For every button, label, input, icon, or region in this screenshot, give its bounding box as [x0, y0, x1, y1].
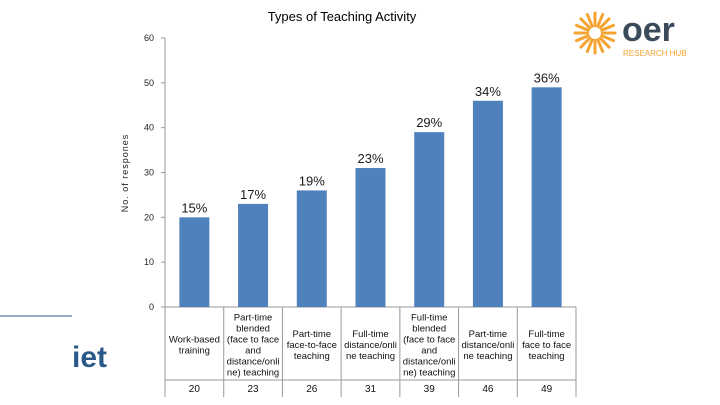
sun-icon	[573, 11, 617, 55]
bar	[531, 87, 562, 307]
value-label: 46	[482, 384, 494, 395]
category-label-line: blended	[236, 324, 270, 335]
category-label: Full-time face to face teaching	[522, 329, 571, 362]
value-label: 26	[306, 384, 318, 395]
category-label-line: Part-time	[293, 329, 332, 340]
value-labels: 20 23 26 31 39 46 49	[189, 384, 553, 395]
percent-label: 17%	[240, 187, 266, 202]
category-label-line: distance/onli	[403, 357, 456, 368]
oer-research-hub-logo: oer RESEARCH HUB	[573, 11, 687, 58]
bar	[414, 132, 445, 307]
sun-ray	[601, 23, 615, 32]
y-tick-label: 20	[144, 212, 154, 222]
category-label-line: face-to-face	[287, 340, 337, 351]
y-axis-ticks: 0 10 20 30 40 50 60	[144, 33, 165, 312]
y-tick-label: 10	[144, 257, 154, 267]
category-label-line: and	[245, 346, 261, 357]
bars	[179, 87, 562, 308]
sun-ray	[575, 23, 589, 32]
percent-label: 36%	[534, 70, 560, 85]
sun-ray	[585, 39, 594, 53]
y-tick-label: 30	[144, 168, 154, 178]
sun-ray	[579, 37, 591, 49]
sun-ray	[599, 17, 611, 29]
category-label-line: distance/onli	[462, 340, 515, 351]
category-label-line: and	[421, 346, 437, 357]
sun-core	[587, 25, 603, 41]
sun-ray	[579, 17, 591, 29]
percent-label: 29%	[416, 115, 442, 130]
y-tick-label: 0	[149, 302, 154, 312]
category-table	[164, 307, 577, 397]
category-label-line: training	[179, 346, 210, 357]
category-label-line: ne) teaching	[403, 368, 455, 379]
category-label-line: (face to face	[403, 335, 455, 346]
category-label-line: ne) teaching	[227, 368, 279, 379]
category-label: Part-time blended (face to face and distance…	[227, 313, 280, 379]
category-label: Part-time face-to-face teaching	[287, 329, 337, 362]
category-label-line: distance/onli	[227, 357, 280, 368]
oer-logo-subtext: RESEARCH HUB	[623, 49, 687, 58]
category-label-line: ne teaching	[346, 351, 395, 362]
bar	[296, 190, 327, 307]
sun-ray	[596, 39, 605, 53]
sun-ray	[575, 34, 589, 43]
bar	[238, 203, 269, 307]
category-label-line: Full-time	[352, 329, 388, 340]
category-label-line: Work-based	[169, 335, 220, 346]
sun-ray	[601, 34, 615, 43]
bar	[472, 100, 503, 308]
sun-ray	[596, 13, 605, 27]
category-label-line: Full-time	[411, 313, 447, 324]
category-label-line: teaching	[529, 351, 565, 362]
category-label: Work-based training	[169, 335, 220, 357]
y-axis-label: No. of respones	[120, 134, 130, 213]
category-label: Full-time distance/onli ne teaching	[344, 329, 397, 362]
chart-title: Types of Teaching Activity	[268, 9, 417, 24]
category-label-line: distance/onli	[344, 340, 397, 351]
percent-label: 15%	[181, 200, 207, 215]
sun-ray	[599, 37, 611, 49]
y-tick-label: 50	[144, 78, 154, 88]
category-label-line: Full-time	[528, 329, 564, 340]
category-label: Full-time blended (face to face and distance…	[403, 313, 456, 379]
sun-ray	[585, 13, 594, 27]
value-label: 49	[541, 384, 553, 395]
category-label-line: teaching	[294, 351, 330, 362]
category-label: Part-time distance/onli ne teaching	[462, 329, 515, 362]
value-label: 23	[248, 384, 260, 395]
percent-label: 23%	[357, 151, 383, 166]
iet-logo-text: iet	[72, 341, 107, 374]
category-label-line: Part-time	[234, 313, 273, 324]
category-label-line: Part-time	[469, 329, 508, 340]
percent-label: 34%	[475, 84, 501, 99]
value-label: 31	[365, 384, 377, 395]
y-tick-label: 40	[144, 123, 154, 133]
category-label-line: ne teaching	[463, 351, 512, 362]
category-label-line: (face to face	[227, 335, 279, 346]
category-label-line: blended	[412, 324, 446, 335]
value-label: 20	[189, 384, 201, 395]
bar	[355, 168, 386, 307]
oer-logo-text: oer	[622, 11, 675, 49]
category-label-line: face to face	[522, 340, 571, 351]
percent-label: 19%	[299, 173, 325, 188]
value-label: 39	[424, 384, 436, 395]
percent-labels: 15% 17% 19% 23% 29% 34% 36%	[181, 70, 560, 215]
y-tick-label: 60	[144, 33, 154, 43]
iet-logo: iet	[0, 315, 107, 374]
bar	[179, 217, 210, 307]
